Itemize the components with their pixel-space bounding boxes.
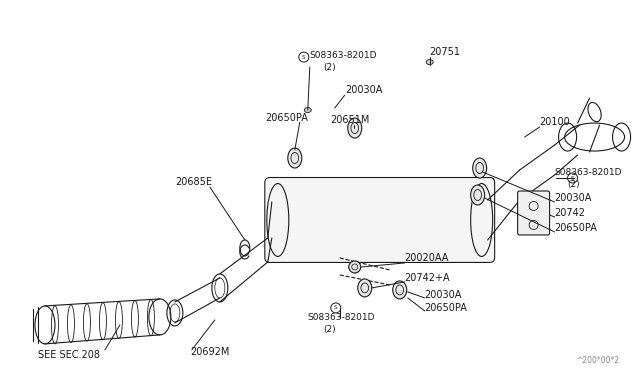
Text: 20020AA: 20020AA [404,253,449,263]
Text: ^200*00*2: ^200*00*2 [577,356,620,365]
Ellipse shape [348,118,362,138]
Text: 20651M: 20651M [330,115,369,125]
Ellipse shape [393,281,406,299]
Text: S: S [302,55,305,60]
Text: (2): (2) [323,326,335,334]
Text: S08363-8201D: S08363-8201D [555,167,622,176]
Text: (2): (2) [323,62,335,71]
Ellipse shape [358,279,372,297]
Text: S: S [571,176,574,180]
Text: 20030A: 20030A [345,85,382,95]
Text: 20692M: 20692M [190,347,229,357]
Text: (2): (2) [568,180,580,189]
Text: 20030A: 20030A [555,193,592,203]
Ellipse shape [288,148,302,168]
Text: 20742+A: 20742+A [404,273,451,283]
Text: S08363-8201D: S08363-8201D [308,313,375,323]
Text: 20030A: 20030A [425,290,462,300]
Ellipse shape [304,108,311,113]
Text: 20100: 20100 [540,117,570,127]
Text: 20650PA: 20650PA [425,303,468,313]
Text: 20685E: 20685E [175,177,212,187]
Text: 20742: 20742 [555,208,586,218]
Text: 20650PA: 20650PA [555,223,598,233]
Ellipse shape [470,185,484,205]
Ellipse shape [426,60,433,65]
Ellipse shape [473,158,486,178]
Text: 20650PA: 20650PA [265,113,308,123]
FancyBboxPatch shape [518,191,550,235]
Text: S08363-8201D: S08363-8201D [310,51,378,60]
Text: 20751: 20751 [429,47,461,57]
FancyBboxPatch shape [265,177,495,263]
Text: SEE SEC.208: SEE SEC.208 [38,350,100,360]
Ellipse shape [349,261,361,273]
Text: S: S [334,305,337,310]
